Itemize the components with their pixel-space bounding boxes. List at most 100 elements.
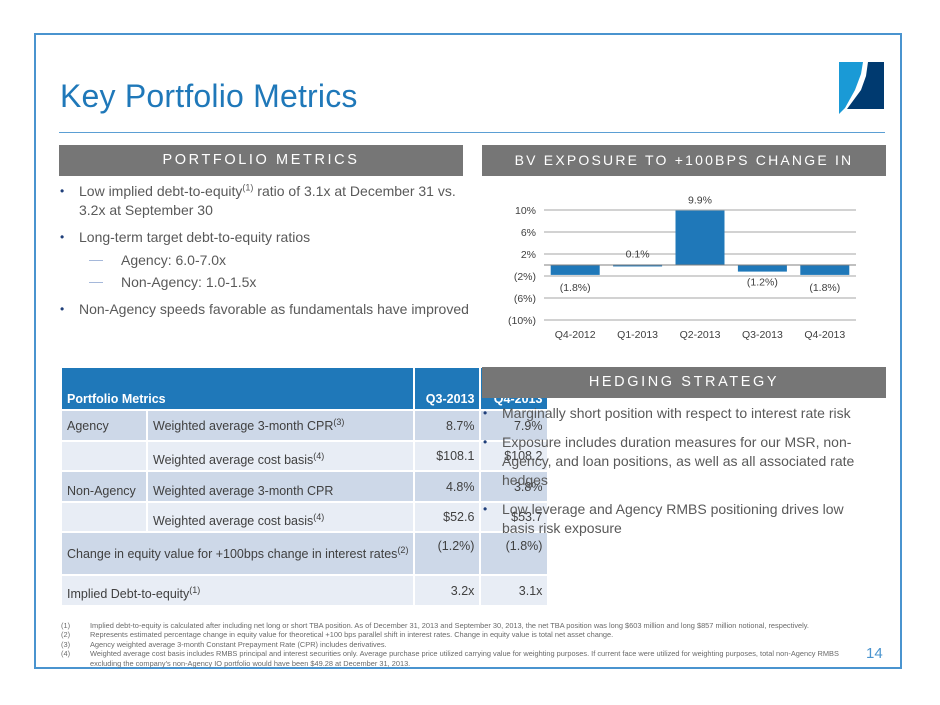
bar — [737, 265, 787, 272]
label-text: Change in equity value for +100bps chang… — [67, 546, 398, 561]
bullet-item: • Exposure includes duration measures fo… — [482, 433, 867, 490]
chart-x-axis: Q4-2012 Q1-2013 Q2-2013 Q3-2013 Q4-2013 — [555, 329, 846, 341]
bullet-dot-icon: • — [60, 184, 65, 198]
bullet-text: Low leverage and Agency RMBS positioning… — [502, 501, 844, 536]
data-label: (1.8%) — [560, 282, 591, 294]
y-tick-label: 10% — [515, 205, 536, 217]
metric-text: Weighted average 3-month CPR — [153, 484, 334, 498]
sub-bullet-item: — Non-Agency: 1.0-1.5x — [59, 273, 469, 292]
data-label: 9.9% — [688, 195, 712, 207]
table-cell-q4: 3.8% — [481, 472, 548, 501]
footnote-text: Represents estimated percentage change i… — [90, 630, 614, 640]
bv-exposure-header: BV EXPOSURE TO +100BPS CHANGE IN RATES(2… — [482, 145, 886, 199]
bullet-text: Long-term target debt-to-equity ratios — [79, 229, 311, 245]
footnote-text: Implied debt-to-equity is calculated aft… — [90, 621, 809, 630]
x-tick-label: Q4-2013 — [804, 329, 845, 341]
bullet-text: Exposure includes duration measures for … — [502, 434, 855, 488]
table-cell-q4: 3.1x — [481, 576, 548, 605]
table-cell-group: Agency — [62, 411, 146, 440]
footnotes: (1) Implied debt-to-equity is calculated … — [61, 621, 841, 668]
label-text: Implied Debt-to-equity — [67, 587, 190, 601]
bullet-item: • Low leverage and Agency RMBS positioni… — [482, 500, 867, 538]
table-row: Weighted average cost basis(4) $52.6 $53… — [62, 503, 548, 531]
footnote-ref: (2) — [397, 544, 409, 555]
y-tick-label: (10%) — [508, 315, 536, 327]
bullet-text: Marginally short position with respect t… — [502, 405, 851, 421]
chart-data-labels: (1.8%) 0.1% 9.9% (1.2%) (1.8%) — [560, 195, 841, 294]
table-cell-label: Implied Debt-to-equity(1) — [62, 576, 414, 605]
table-cell-q3: 8.7% — [415, 411, 480, 440]
footnote: (2) Represents estimated percentage chang… — [61, 630, 841, 639]
footnote-ref: (1) — [242, 182, 254, 193]
hedging-bullets: • Marginally short position with respect… — [482, 404, 867, 546]
footnote-number: (3) — [61, 639, 71, 649]
sub-bullet-item: — Agency: 6.0-7.0x — [59, 251, 469, 270]
footnote-ref: (2) — [705, 182, 720, 193]
data-label: 0.1% — [626, 248, 650, 260]
x-tick-label: Q2-2013 — [680, 329, 721, 341]
table-cell-q4: $53.7 — [481, 503, 548, 531]
portfolio-metrics-table: Portfolio Metrics Q3-2013 Q4-2013 Agency… — [60, 366, 549, 607]
bullet-item: • Marginally short position with respect… — [482, 404, 867, 423]
bullet-text: Non-Agency speeds favorable as fundament… — [79, 301, 469, 317]
hedging-strategy-header: HEDGING STRATEGY — [482, 367, 886, 398]
table-row: Agency Weighted average 3-month CPR(3) 8… — [62, 411, 548, 440]
y-tick-label: (2%) — [514, 271, 536, 283]
bullet-item: • Long-term target debt-to-equity ratios — [59, 228, 469, 247]
footnote-ref: (4) — [313, 511, 325, 522]
company-logo-icon — [839, 62, 884, 114]
sub-bullet-text: Non-Agency: 1.0-1.5x — [121, 274, 257, 290]
bullet-dot-icon: • — [483, 502, 488, 516]
table-header-row: Portfolio Metrics Q3-2013 Q4-2013 — [62, 368, 548, 409]
table-cell-q3: 3.2x — [415, 576, 480, 605]
x-tick-label: Q3-2013 — [742, 329, 783, 341]
metric-text: Weighted average 3-month CPR — [153, 418, 334, 433]
y-tick-label: 6% — [521, 227, 536, 239]
page-title: Key Portfolio Metrics — [60, 78, 358, 114]
table-cell-metric: Weighted average 3-month CPR — [148, 472, 414, 501]
em-dash-icon: — — [89, 273, 103, 289]
y-tick-label: (6%) — [514, 293, 536, 305]
table-row: Non-Agency Weighted average 3-month CPR … — [62, 472, 548, 501]
table-cell-metric: Weighted average cost basis(4) — [148, 503, 414, 531]
footnote: (4) Weighted average cost basis includes … — [61, 649, 841, 668]
chart-y-axis: 10% 6% 2% (2%) (6%) (10%) — [508, 205, 536, 327]
title-divider — [59, 132, 885, 133]
bv-exposure-chart: 10% 6% 2% (2%) (6%) (10%) (1.8%) 0.1% 9.9% (1.2%… — [508, 195, 856, 341]
table-header-metric: Portfolio Metrics — [62, 368, 414, 409]
table-row: Implied Debt-to-equity(1) 3.2x 3.1x — [62, 576, 548, 605]
table-cell-q3: $52.6 — [415, 503, 480, 531]
footnote-number: (1) — [61, 621, 71, 630]
x-tick-label: Q4-2012 — [555, 329, 596, 341]
table-header-q3: Q3-2013 — [415, 368, 480, 409]
footnote-ref: (1) — [189, 584, 201, 595]
table-cell-group — [62, 442, 146, 470]
portfolio-metrics-header: PORTFOLIO METRICS — [59, 145, 463, 176]
table-cell-group: Non-Agency — [62, 472, 146, 501]
metric-text: Weighted average cost basis — [153, 453, 314, 467]
footnote-text: Weighted average cost basis includes RMB… — [90, 649, 839, 668]
bullet-dot-icon: • — [483, 435, 488, 449]
footnote: (1) Implied debt-to-equity is calculated … — [61, 621, 841, 630]
table-row: Weighted average cost basis(4) $108.1 $1… — [62, 442, 548, 470]
bar — [675, 210, 725, 265]
data-label: (1.2%) — [747, 277, 778, 289]
footnote: (3) Agency weighted average 3-month Const… — [61, 640, 841, 649]
bar — [800, 265, 850, 275]
data-label: (1.8%) — [809, 282, 840, 294]
bullet-item: • Low implied debt-to-equity(1) ratio of… — [59, 182, 469, 220]
table-cell-metric: Weighted average 3-month CPR(3) — [148, 411, 414, 440]
table-cell-metric: Weighted average cost basis(4) — [148, 442, 414, 470]
em-dash-icon: — — [89, 251, 103, 267]
bar — [550, 265, 600, 275]
footnote-number: (4) — [61, 649, 71, 659]
y-tick-label: 2% — [521, 249, 536, 261]
table-cell-q4: (1.8%) — [481, 533, 548, 574]
table-cell-label: Change in equity value for +100bps chang… — [62, 533, 414, 574]
table-row: Change in equity value for +100bps chang… — [62, 533, 548, 574]
bullet-text-cont: ratio of 3.1x at December 31 vs. 3.2x at… — [79, 183, 456, 218]
sub-bullet-text: Agency: 6.0-7.0x — [121, 252, 227, 268]
bullet-dot-icon: • — [483, 406, 488, 420]
bullet-item: • Non-Agency speeds favorable as fundame… — [59, 300, 469, 319]
slide-frame — [34, 33, 902, 669]
